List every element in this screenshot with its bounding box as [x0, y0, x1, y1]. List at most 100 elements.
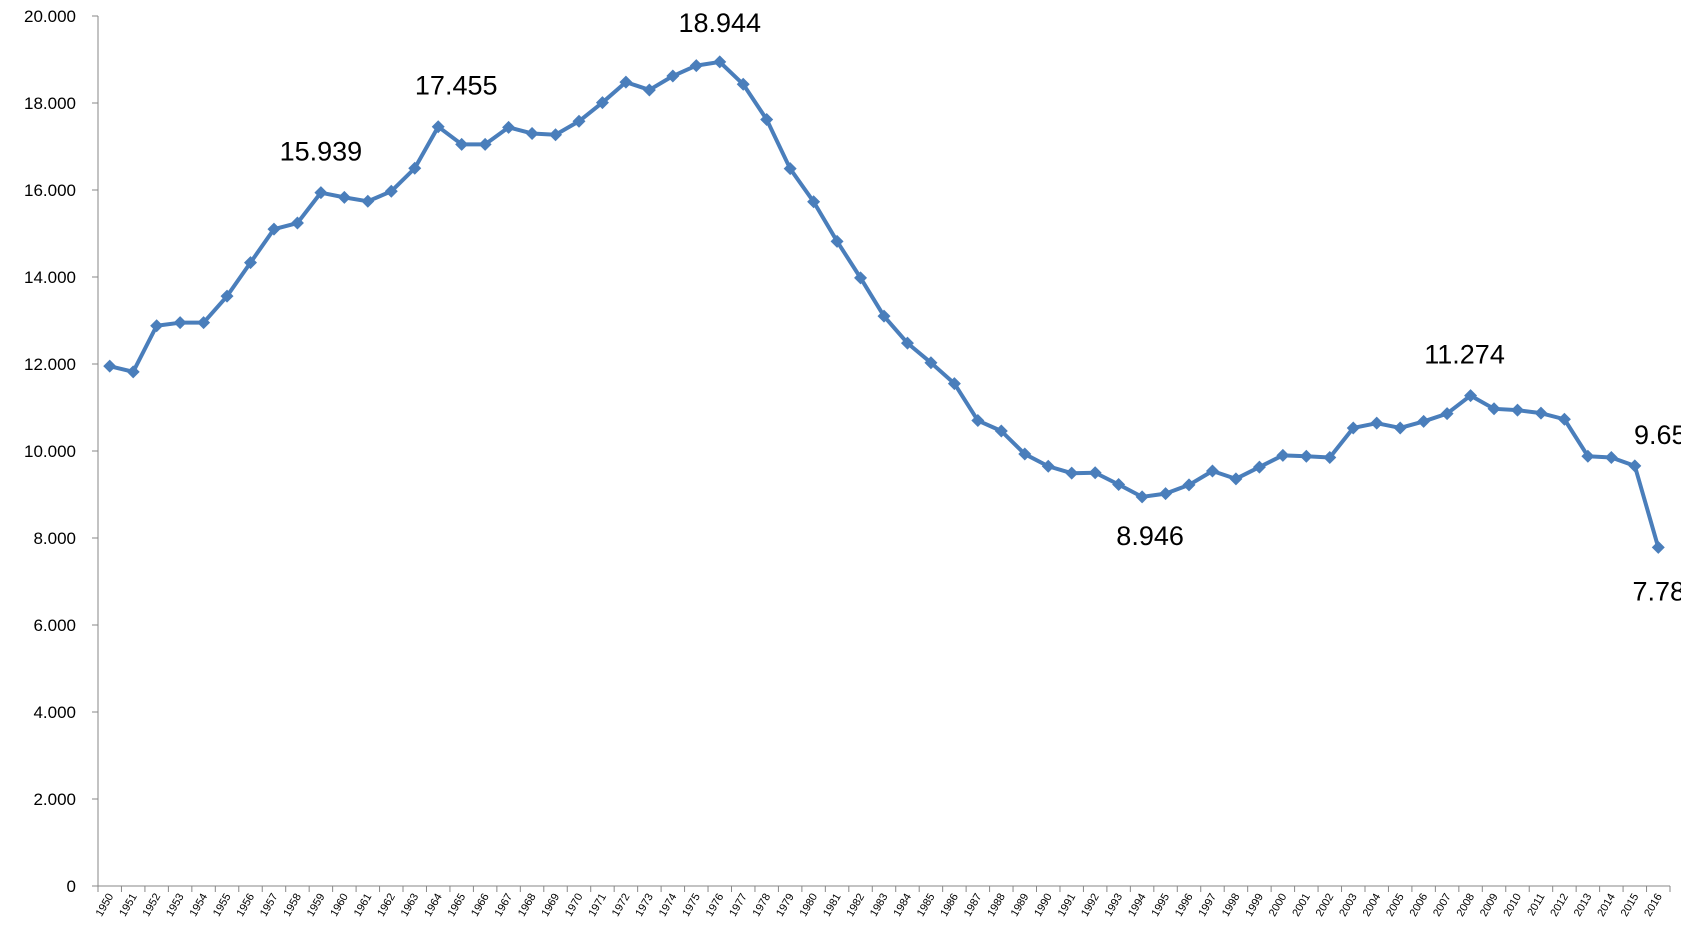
data-point-marker	[666, 69, 680, 83]
x-tick-label: 1979	[774, 892, 797, 919]
x-tick-label: 1981	[821, 892, 844, 919]
data-point-marker	[736, 77, 750, 91]
data-point-marker	[1651, 540, 1665, 554]
x-tick-label: 1987	[962, 892, 985, 919]
data-label: 8.946	[1116, 521, 1184, 551]
x-tick-label: 1995	[1150, 892, 1173, 919]
x-tick-label: 1989	[1009, 892, 1032, 919]
data-point-marker	[1018, 447, 1032, 461]
data-point-marker	[1159, 487, 1173, 501]
x-tick-label: 1974	[657, 892, 680, 919]
x-tick-label: 1980	[798, 892, 821, 919]
x-tick-label: 1970	[563, 892, 586, 919]
data-point-marker	[290, 216, 304, 230]
data-point-marker	[713, 55, 727, 69]
series-line	[109, 59, 1661, 548]
x-tick-label: 1993	[1103, 892, 1126, 919]
x-tick-label: 1984	[891, 892, 914, 919]
data-point-marker	[783, 162, 797, 176]
x-tick-label: 1998	[1220, 892, 1243, 919]
data-point-marker	[525, 126, 539, 140]
data-point-marker	[1135, 490, 1149, 504]
data-point-marker	[150, 319, 164, 333]
data-point-marker	[103, 359, 117, 373]
data-point-marker	[1604, 451, 1618, 465]
x-tick-label: 1985	[915, 892, 938, 919]
x-tick-label: 2002	[1314, 892, 1337, 919]
data-point-marker	[1088, 466, 1102, 480]
data-point-marker	[807, 195, 821, 209]
x-tick-label: 2004	[1361, 892, 1384, 919]
data-labels: 15.939 17.455 18.944 8.946 11.274 9.658 7.784	[280, 8, 1681, 606]
x-tick-label: 1977	[727, 892, 750, 919]
data-point-marker	[595, 96, 609, 110]
x-tick-label: 1953	[164, 892, 187, 919]
x-tick-label: 1965	[446, 892, 469, 919]
data-point-marker	[1417, 414, 1431, 428]
data-point-marker	[1112, 477, 1126, 491]
x-tick-label: 2001	[1290, 892, 1313, 919]
data-point-marker	[947, 377, 961, 391]
data-point-marker	[572, 114, 586, 128]
y-tick-label: 0	[67, 877, 76, 896]
data-point-marker	[197, 316, 211, 330]
data-point-marker	[549, 128, 563, 142]
data-point-marker	[1393, 421, 1407, 435]
data-point-marker	[900, 336, 914, 350]
data-point-marker	[244, 256, 258, 270]
x-tick-label: 2005	[1384, 892, 1407, 919]
data-point-marker	[126, 365, 140, 379]
x-tick-label: 1975	[680, 892, 703, 919]
x-tick-label: 1991	[1056, 892, 1079, 919]
data-label: 7.784	[1632, 576, 1681, 606]
x-tick-label: 1982	[845, 892, 868, 919]
data-label: 17.455	[415, 71, 498, 101]
data-point-marker	[267, 222, 281, 236]
x-tick-label: 2009	[1478, 892, 1501, 919]
x-tick-label: 2016	[1642, 892, 1665, 919]
x-tick-label: 2010	[1501, 892, 1524, 919]
x-tick-label: 1997	[1196, 892, 1219, 919]
x-tick-label: 1994	[1126, 892, 1149, 919]
data-point-marker	[619, 75, 633, 89]
x-tick-label: 1976	[704, 892, 727, 919]
data-point-marker	[642, 83, 656, 97]
data-point-marker	[173, 316, 187, 330]
y-tick-label: 18.000	[24, 94, 76, 113]
x-tick-label: 1986	[938, 892, 961, 919]
data-point-marker	[1041, 459, 1055, 473]
data-point-marker	[455, 137, 469, 151]
data-point-marker	[1557, 412, 1571, 426]
data-point-marker	[1534, 406, 1548, 420]
x-tick-label: 1952	[141, 892, 164, 919]
x-tick-label: 1967	[493, 892, 516, 919]
x-tick-label: 1969	[539, 892, 562, 919]
data-point-marker	[502, 120, 516, 134]
x-tick-label: 1983	[868, 892, 891, 919]
data-point-marker	[1276, 448, 1290, 462]
y-tick-label: 2.000	[33, 790, 76, 809]
data-point-marker	[877, 309, 891, 323]
data-point-marker	[1464, 389, 1478, 403]
data-point-marker	[924, 356, 938, 370]
data-point-marker	[220, 289, 234, 303]
data-point-marker	[1252, 460, 1266, 474]
x-tick-label: 1990	[1032, 892, 1055, 919]
data-label: 15.939	[280, 137, 363, 167]
x-tick-label: 1951	[117, 892, 140, 919]
data-label: 18.944	[678, 8, 761, 38]
data-point-marker	[1628, 459, 1642, 473]
data-point-marker	[971, 414, 985, 428]
y-tick-label: 4.000	[33, 703, 76, 722]
x-tick-label: 2003	[1337, 892, 1360, 919]
data-label: 11.274	[1424, 340, 1505, 370]
x-tick-label: 1963	[399, 892, 422, 919]
x-tick-label: 1972	[610, 892, 633, 919]
data-point-marker	[314, 186, 328, 200]
x-tick-label: 1956	[234, 892, 257, 919]
series	[103, 55, 1665, 554]
x-tick-label: 1971	[586, 892, 609, 919]
x-tick-label: 1954	[188, 892, 211, 919]
x-tick-label: 1996	[1173, 892, 1196, 919]
